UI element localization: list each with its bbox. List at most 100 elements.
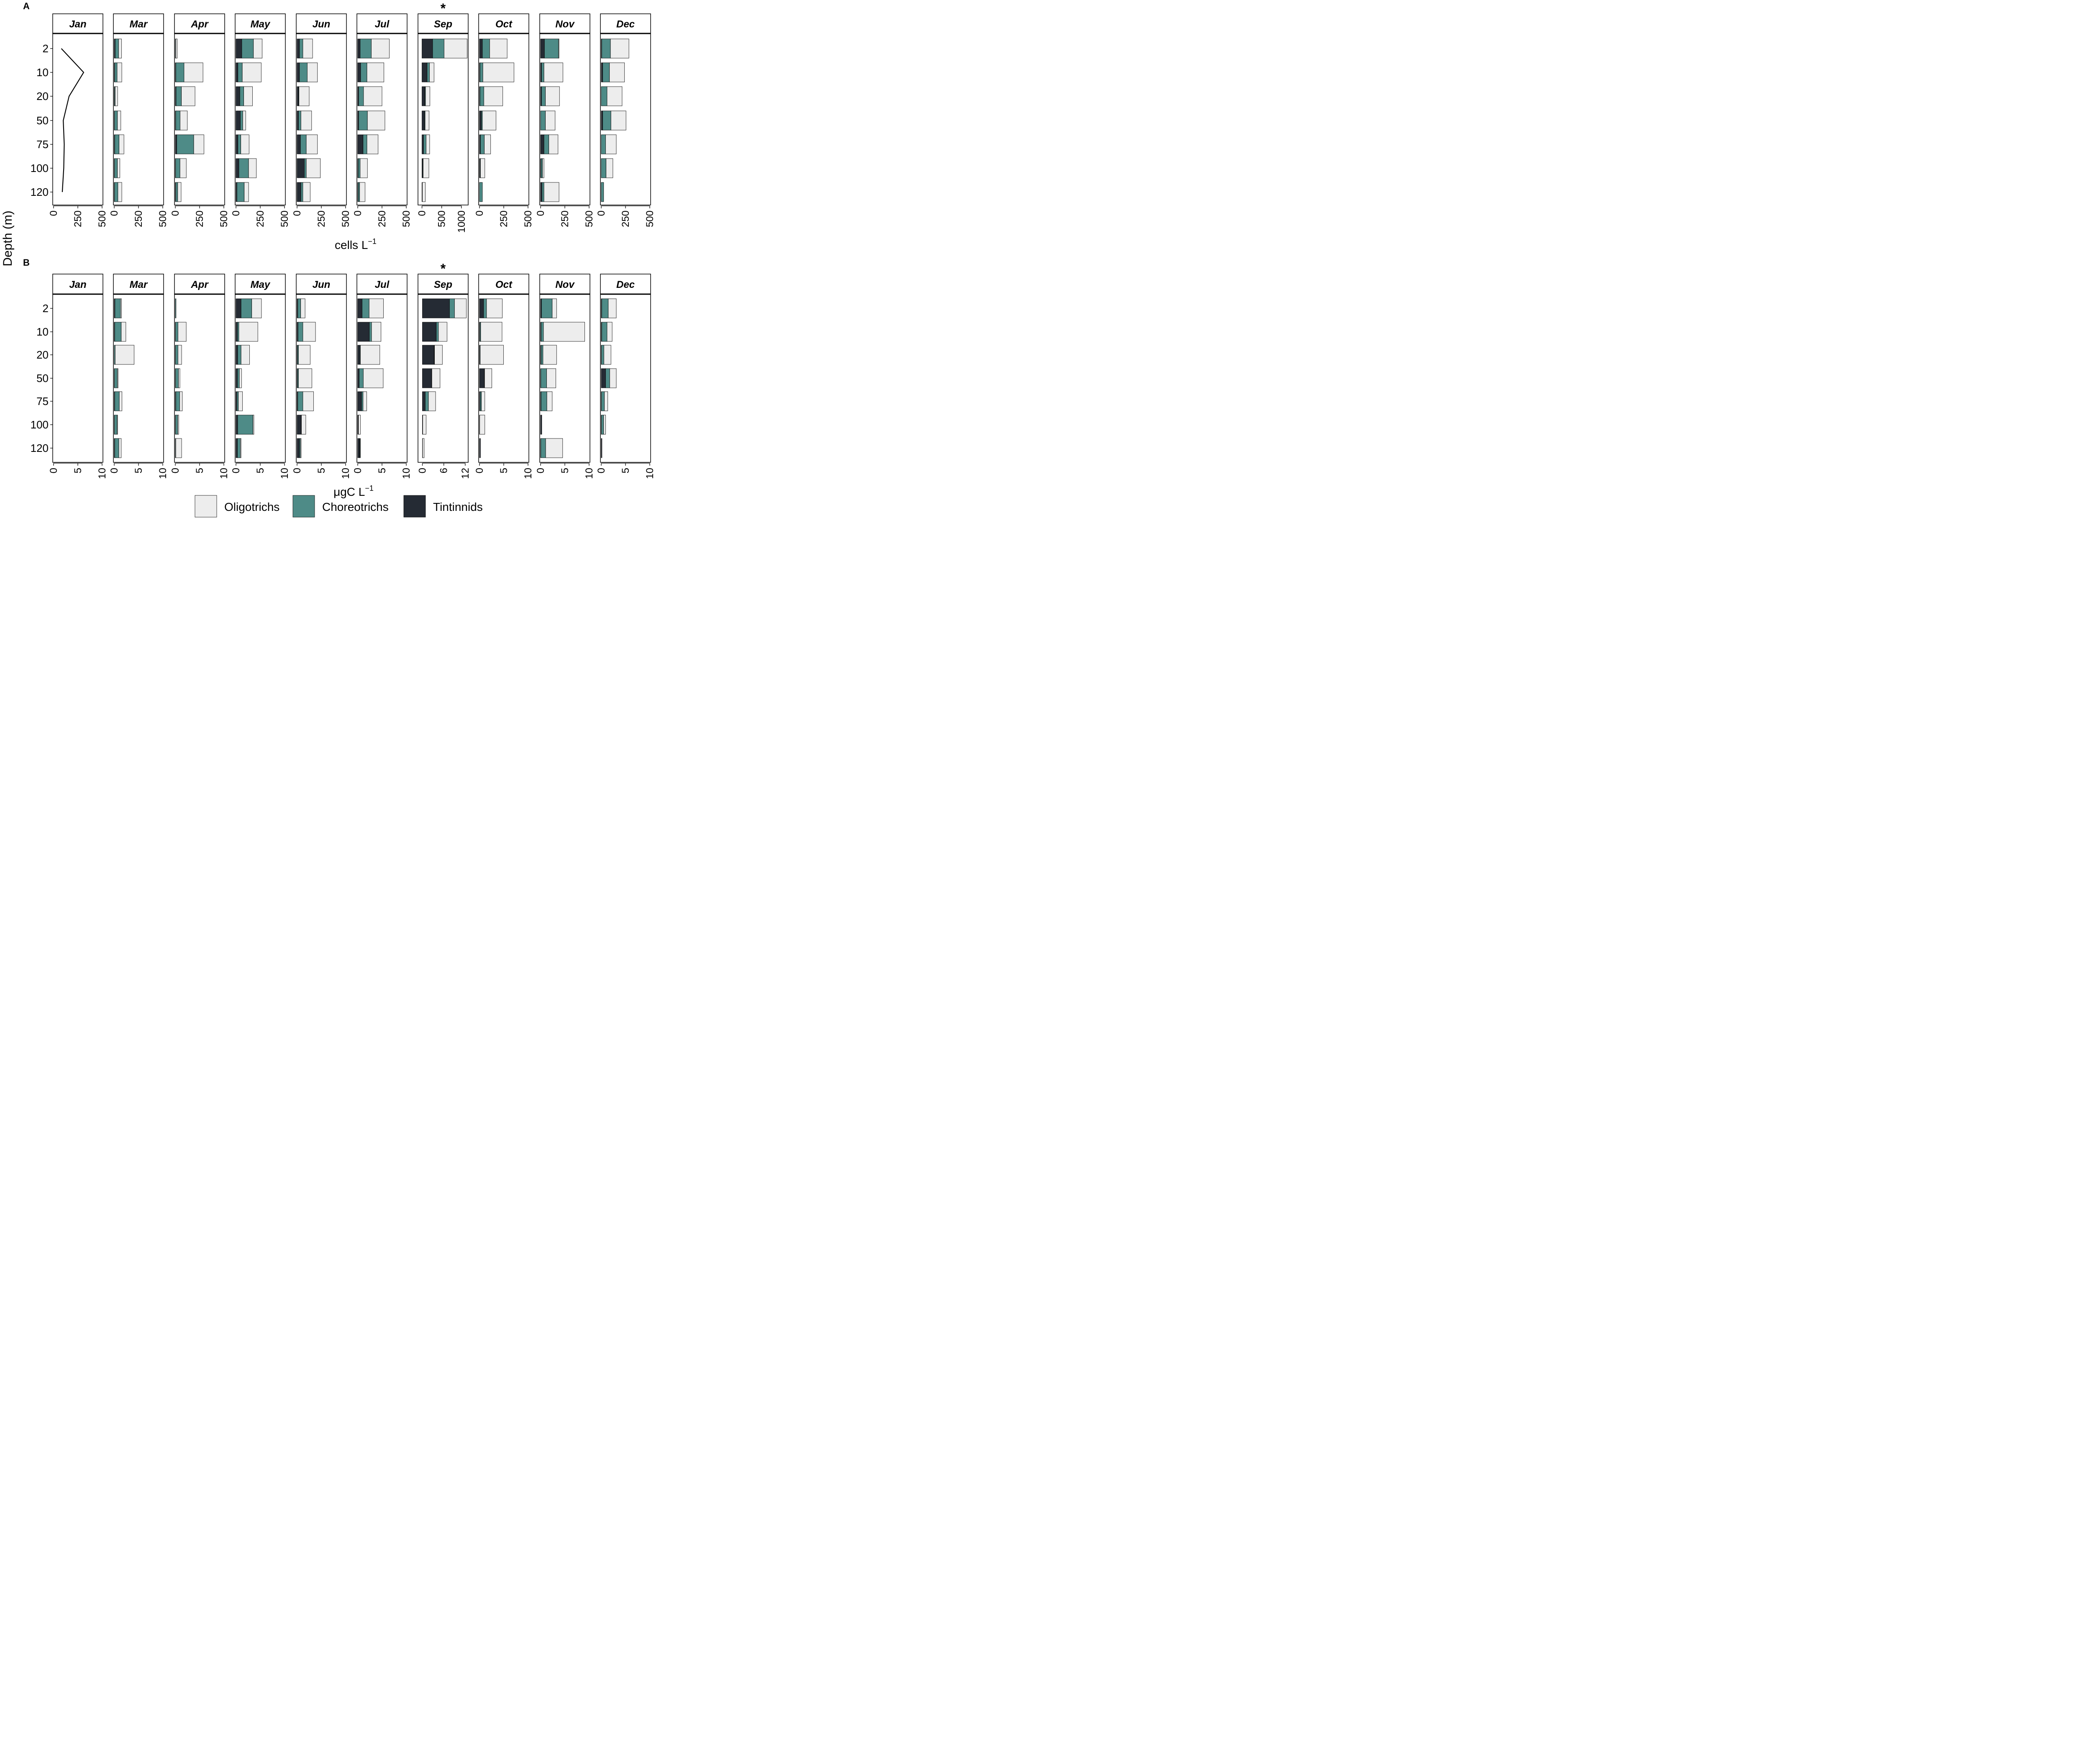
panel-a-strip-jun xyxy=(296,13,347,34)
panel-a-bar-apr-75m-choreotrichs xyxy=(177,134,194,154)
panel-b-y-tick-label-20: 20 xyxy=(36,349,49,361)
panel-b-strip-nov xyxy=(539,274,590,295)
panel-a-bar-apr-75m-oligotrichs xyxy=(193,134,204,154)
panel-a-bar-mar-100m-oligotrichs xyxy=(117,158,120,178)
panel-b-bar-may-50m-oligotrichs xyxy=(239,368,242,388)
panel-a-bar-may-2m-oligotrichs xyxy=(253,38,263,59)
panel-a-bar-jun-100m-oligotrichs xyxy=(306,158,321,178)
panel-b-bar-mar-75m-choreotrichs xyxy=(114,391,120,411)
panel-a-x-tick-label-oct-500: 500 xyxy=(523,210,534,227)
panel-a-bar-sep-10m-tintinnids xyxy=(422,62,428,82)
panel-b-bar-jul-10m-tintinnids xyxy=(357,322,370,342)
panel-a-bar-jun-120m-choreotrichs xyxy=(300,182,303,202)
panel-a-x-tick-label-sep-0: 0 xyxy=(417,210,428,216)
panel-b-strip-label-apr: Apr xyxy=(190,279,209,290)
panel-a-bar-oct-10m-oligotrichs xyxy=(482,62,514,82)
panel-a-strip-jul xyxy=(356,13,408,34)
panel-b-x-tick-label-mar-0: 0 xyxy=(109,468,120,473)
panel-a-x-tick-label-jul-250: 250 xyxy=(377,210,388,227)
panel-a-facet-jan: Jan 0 250 500 xyxy=(48,13,108,227)
legend-swatch-choreotrichs xyxy=(292,495,315,518)
panel-b-bar-may-50m-choreotrichs xyxy=(237,368,240,388)
panel-a-bar-jul-20m-oligotrichs xyxy=(363,86,382,106)
panel-a-bar-jun-50m-choreotrichs xyxy=(298,110,301,131)
panel-b-bar-dec-100m-choreotrichs xyxy=(601,415,604,435)
panel-b-plot-frame-jan xyxy=(52,294,103,463)
panel-a-strip-label-jul: Jul xyxy=(375,19,390,30)
panel-a-bar-oct-100m-oligotrichs xyxy=(480,158,485,178)
panel-a-bar-nov-2m-choreotrichs xyxy=(544,38,559,59)
panel-a-bar-jun-75m-oligotrichs xyxy=(306,134,318,154)
panel-b-bar-jul-2m-oligotrichs xyxy=(369,298,384,318)
panel-a-bar-jul-20m-choreotrichs xyxy=(358,86,364,106)
panel-b-strip-jan xyxy=(52,274,103,295)
panel-b-bar-oct-10m-oligotrichs xyxy=(480,322,502,342)
panel-b-bar-mar-50m-choreotrichs xyxy=(114,368,118,388)
panel-a-bar-nov-50m-oligotrichs xyxy=(545,110,556,131)
panel-b-x-tick-label-dec-0: 0 xyxy=(596,468,607,473)
panel-b-bar-apr-20m-oligotrichs xyxy=(177,345,182,365)
panel-a-bar-mar-75m-oligotrichs xyxy=(119,134,124,154)
panel-a-x-tick-label-dec-500: 500 xyxy=(644,210,656,227)
panel-b-x-tick-label-jan-0: 0 xyxy=(48,468,59,473)
panel-a-bar-jun-2m-tintinnids xyxy=(297,38,300,59)
panel-b-bar-sep-100m-oligotrichs xyxy=(422,415,426,435)
panel-b-plot-frame-mar xyxy=(113,294,164,463)
panel-a-bar-nov-100m-choreotrichs xyxy=(541,158,543,178)
panel-b-facet-nov: Nov 0 5 10 xyxy=(535,274,595,479)
panel-b-x-tick-label-oct-10: 10 xyxy=(523,468,534,479)
panel-a-bar-apr-20m-oligotrichs xyxy=(181,86,195,106)
panel-a-bar-oct-20m-choreotrichs xyxy=(479,86,484,106)
panel-b-bar-jul-75m-tintinnids xyxy=(357,391,362,411)
panel-b-x-tick-label-jun-5: 5 xyxy=(316,468,327,473)
panel-b-bar-may-50m-tintinnids xyxy=(236,368,238,388)
panel-b-bar-oct-120m-tintinnids xyxy=(479,438,481,458)
panel-b-bar-jun-100m-tintinnids xyxy=(297,415,302,435)
panel-a-bar-oct-75m-oligotrichs xyxy=(484,134,491,154)
panel-b-bar-sep-50m-tintinnids xyxy=(422,368,432,388)
panel-a-bar-mar-10m-choreotrichs xyxy=(114,62,118,82)
panel-b-bar-jul-20m-oligotrichs xyxy=(360,345,380,365)
panel-a-bar-nov-120m-choreotrichs xyxy=(542,182,544,202)
panel-b-facet-sep: Sep * 0 6 12 xyxy=(417,261,471,479)
panel-b-bar-apr-50m-choreotrichs xyxy=(175,368,179,388)
panel-a-x-tick-label-nov-250: 250 xyxy=(559,210,571,227)
panel-b-bar-may-20m-tintinnids xyxy=(236,345,238,365)
panel-a-bar-jun-50m-tintinnids xyxy=(297,110,299,131)
panel-b-bar-may-10m-oligotrichs xyxy=(238,322,258,342)
panel-b-bar-may-75m-oligotrichs xyxy=(238,391,243,411)
panel-b-bar-dec-50m-tintinnids xyxy=(601,368,606,388)
panel-a-bar-apr-10m-choreotrichs xyxy=(175,62,185,82)
panel-a-strip-jan xyxy=(52,13,103,34)
panel-b-bar-jun-2m-oligotrichs xyxy=(300,298,305,318)
panel-a-bar-sep-2m-choreotrichs xyxy=(432,38,444,59)
panel-b-bar-sep-20m-tintinnids xyxy=(422,345,435,365)
panel-b-significance-marker: * xyxy=(441,261,446,276)
panel-a-bar-mar-50m-choreotrichs xyxy=(114,110,118,131)
panel-b-bar-may-75m-choreotrichs xyxy=(236,391,239,411)
panel-b-facet-jun: Jun 0 5 10 xyxy=(292,274,351,479)
panel-b-strip-label-dec: Dec xyxy=(616,279,635,290)
panel-a-x-tick-label-mar-0: 0 xyxy=(109,210,120,216)
panel-b-bar-may-10m-choreotrichs xyxy=(237,322,239,342)
panel-a-bar-apr-100m-choreotrichs xyxy=(175,158,180,178)
panel-b-bar-may-100m-tintinnids xyxy=(236,415,238,435)
panel-b-x-tick-label-sep-6: 6 xyxy=(438,468,450,473)
panel-b-x-tick-label-jan-10: 10 xyxy=(97,468,108,479)
legend-swatch-oligotrichs xyxy=(195,495,217,518)
panel-b-bar-may-100m-oligotrichs xyxy=(253,415,254,435)
panel-b-bar-oct-75m-oligotrichs xyxy=(481,391,485,411)
panel-a-bar-jul-75m-oligotrichs xyxy=(367,134,379,154)
panel-b-bar-jul-10m-oligotrichs xyxy=(371,322,382,342)
legend-label-tintinnids: Tintinnids xyxy=(433,500,483,513)
panel-b-bar-may-100m-choreotrichs xyxy=(237,415,253,435)
panel-b-strip-label-sep: Sep xyxy=(434,279,452,290)
panel-b-bar-jun-10m-choreotrichs xyxy=(297,322,303,342)
panel-b-y-tick-label-50: 50 xyxy=(36,372,49,385)
panel-b-bar-nov-2m-oligotrichs xyxy=(552,298,557,318)
panel-a-bar-may-75m-oligotrichs xyxy=(241,134,249,154)
panel-b-x-tick-label-may-10: 10 xyxy=(279,468,290,479)
panel-b-bar-dec-20m-choreotrichs xyxy=(601,345,604,365)
panel-a-bar-mar-50m-oligotrichs xyxy=(117,110,121,131)
panel-b-bar-may-2m-choreotrichs xyxy=(241,298,252,318)
